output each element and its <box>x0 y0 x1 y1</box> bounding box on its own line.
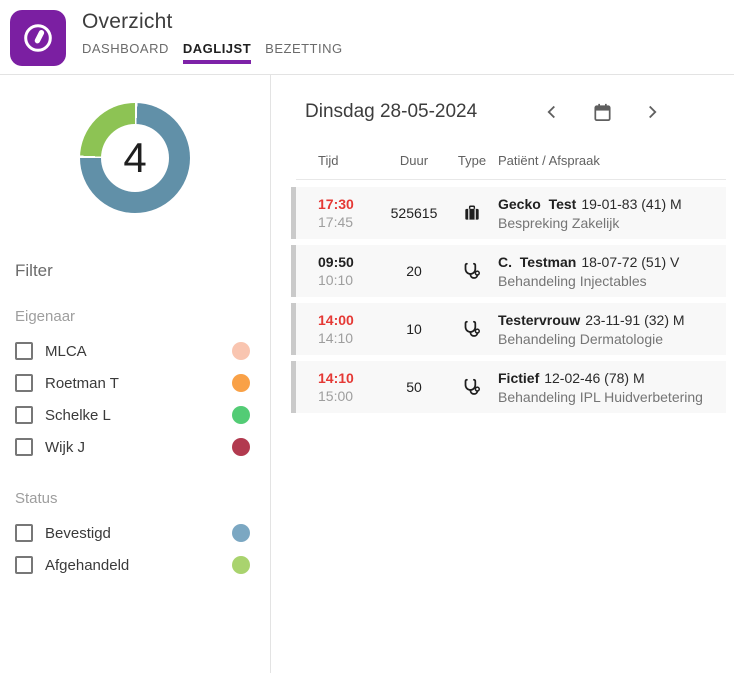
page-title: Overzicht <box>82 10 173 33</box>
stethoscope-icon <box>446 377 498 398</box>
checkbox[interactable] <box>15 374 33 392</box>
start-time: 14:10 <box>318 370 354 386</box>
end-time: 17:45 <box>318 214 354 230</box>
calendar-picker-button[interactable] <box>581 97 623 127</box>
appointment-row[interactable]: 14:10 15:00 50 Fictief 12-02-46 (78) M Be… <box>291 361 726 413</box>
briefcase-icon <box>446 203 498 223</box>
calendar-icon <box>591 101 614 124</box>
start-time: 14:00 <box>318 312 354 328</box>
gauge-icon <box>20 20 56 56</box>
patient-name: C. Testman <box>498 253 577 270</box>
filter-item-owner[interactable]: Wijk J <box>0 431 270 463</box>
appointment-list: 17:30 17:45 525615 Gecko Test 19-01-83 (4… <box>291 187 726 413</box>
duration: 20 <box>406 263 422 279</box>
table-header-row: Tijd Duur Type Patiënt / Afspraak <box>296 143 726 180</box>
start-time: 17:30 <box>318 196 354 212</box>
checkbox[interactable] <box>15 438 33 456</box>
duration: 10 <box>406 321 422 337</box>
next-day-button[interactable] <box>631 97 673 127</box>
filter-item-status[interactable]: Afgehandeld <box>0 549 270 581</box>
owner-color-dot <box>232 406 250 424</box>
filter-item-owner[interactable]: Schelke L <box>0 399 270 431</box>
checkbox[interactable] <box>15 524 33 542</box>
start-time: 09:50 <box>318 254 354 270</box>
appointment-row[interactable]: 09:50 10:10 20 C. Testman 18-07-72 (51) V <box>291 245 726 297</box>
column-header-tijd: Tijd <box>318 153 339 168</box>
duration: 50 <box>406 379 422 395</box>
stethoscope-icon <box>446 261 498 282</box>
date-title: Dinsdag 28-05-2024 <box>305 101 478 122</box>
filter-sidebar: 4 Filter Eigenaar MLCA Roetman T Schelke… <box>0 75 271 673</box>
donut-chart: 4 <box>80 103 190 213</box>
end-time: 14:10 <box>318 330 354 346</box>
owner-color-dot <box>232 374 250 392</box>
patient-name: Gecko Test <box>498 195 577 212</box>
appointment-row[interactable]: 17:30 17:45 525615 Gecko Test 19-01-83 (4… <box>291 187 726 239</box>
tab-bezetting[interactable]: BEZETTING <box>265 41 343 56</box>
filter-item-status[interactable]: Bevestigd <box>0 517 270 549</box>
group-heading-eigenaar: Eigenaar <box>15 308 76 325</box>
patient-name: Fictief <box>498 369 540 386</box>
appointment-description: Bespreking Zakelijk <box>498 214 620 231</box>
end-time: 15:00 <box>318 388 354 404</box>
patient-details: 23-11-91 (32) M <box>585 311 685 328</box>
patient-name: Testervrouw <box>498 311 581 328</box>
app-logo <box>10 10 66 66</box>
date-navigation: Dinsdag 28-05-2024 <box>305 97 726 127</box>
filter-item-owner[interactable]: Roetman T <box>0 367 270 399</box>
filter-item-owner[interactable]: MLCA <box>0 335 270 367</box>
owner-color-dot <box>232 342 250 360</box>
appointment-count: 4 <box>123 134 147 181</box>
stethoscope-icon <box>446 319 498 340</box>
patient-details: 19-01-83 (41) M <box>581 195 682 212</box>
owner-color-dot <box>232 438 250 456</box>
tab-daglijst[interactable]: DAGLIJST <box>182 41 252 64</box>
chevron-right-icon <box>641 101 663 123</box>
app-header: Overzicht DASHBOARD DAGLIJST BEZETTING <box>0 0 734 75</box>
appointment-row[interactable]: 14:00 14:10 10 Testervrouw 23-11-91 (32) … <box>291 303 726 355</box>
appointment-description: Behandeling Injectables <box>498 272 647 289</box>
appointment-description: Behandeling Dermatologie <box>498 330 663 347</box>
previous-day-button[interactable] <box>531 97 573 127</box>
tab-bar: DASHBOARD DAGLIJST BEZETTING <box>82 41 357 64</box>
chevron-left-icon <box>541 101 563 123</box>
column-header-type: Type <box>457 153 487 168</box>
checkbox[interactable] <box>15 342 33 360</box>
patient-details: 18-07-72 (51) V <box>581 253 680 270</box>
end-time: 10:10 <box>318 272 354 288</box>
column-header-patient: Patiënt / Afspraak <box>498 153 600 168</box>
status-color-dot <box>232 556 250 574</box>
group-heading-status: Status <box>15 490 58 507</box>
tab-dashboard[interactable]: DASHBOARD <box>82 41 169 56</box>
daylist-panel: Dinsdag 28-05-2024 <box>271 75 734 673</box>
checkbox[interactable] <box>15 406 33 424</box>
appointment-description: Behandeling IPL Huidverbetering <box>498 388 703 405</box>
checkbox[interactable] <box>15 556 33 574</box>
status-color-dot <box>232 524 250 542</box>
patient-details: 12-02-46 (78) M <box>544 369 645 386</box>
filter-heading: Filter <box>15 261 53 280</box>
column-header-duur: Duur <box>399 153 429 168</box>
duration: 525615 <box>390 205 438 221</box>
